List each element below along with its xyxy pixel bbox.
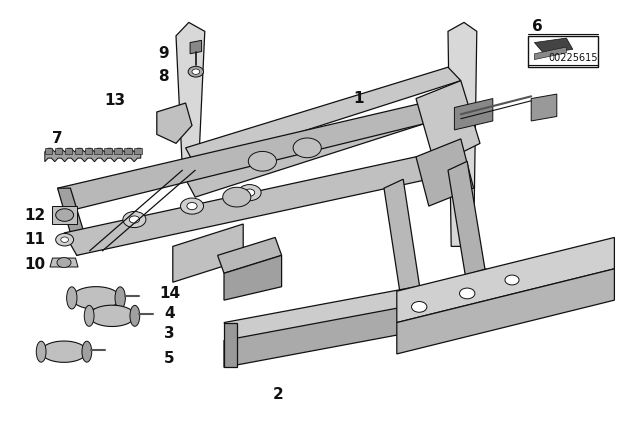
Polygon shape [115,148,122,154]
Polygon shape [224,287,512,367]
Polygon shape [448,161,486,287]
Circle shape [460,288,475,299]
Polygon shape [124,148,132,154]
Ellipse shape [67,287,77,309]
Polygon shape [95,148,102,154]
Polygon shape [534,47,566,60]
Circle shape [129,216,140,223]
Circle shape [61,237,68,242]
Polygon shape [186,67,461,166]
Polygon shape [416,139,474,206]
Polygon shape [55,148,63,154]
Polygon shape [224,269,525,340]
Polygon shape [224,255,282,300]
Text: 5: 5 [164,351,175,366]
Text: 8: 8 [158,69,168,84]
Text: 2: 2 [273,387,284,402]
Polygon shape [512,269,525,314]
Text: 9: 9 [158,46,168,61]
Polygon shape [176,22,205,170]
Polygon shape [454,99,493,130]
Polygon shape [224,323,237,367]
Circle shape [180,198,204,214]
Polygon shape [397,237,614,323]
Ellipse shape [115,287,125,309]
Polygon shape [384,269,493,318]
Polygon shape [186,99,461,197]
Ellipse shape [130,306,140,326]
Circle shape [412,302,427,312]
Circle shape [505,275,519,285]
Polygon shape [58,103,435,211]
Circle shape [123,211,146,228]
Ellipse shape [84,306,94,326]
Polygon shape [84,148,92,154]
Polygon shape [134,148,142,154]
Ellipse shape [36,341,46,362]
Circle shape [238,185,261,201]
Ellipse shape [82,341,92,362]
Circle shape [223,187,251,207]
Text: 1: 1 [353,91,364,106]
FancyBboxPatch shape [528,36,598,67]
Text: 3: 3 [164,326,175,341]
Polygon shape [218,237,282,273]
Polygon shape [157,103,192,143]
Circle shape [56,233,74,246]
Polygon shape [531,94,557,121]
Polygon shape [52,206,77,224]
Polygon shape [534,38,573,54]
Text: 13: 13 [104,93,126,108]
Text: 7: 7 [52,131,63,146]
Text: 00225615: 00225615 [548,53,598,63]
Polygon shape [384,179,422,314]
Circle shape [187,202,197,210]
Text: 10: 10 [24,257,46,272]
Text: 11: 11 [25,232,45,247]
Circle shape [188,66,204,77]
Circle shape [192,69,200,74]
Polygon shape [58,188,90,255]
Polygon shape [104,148,112,154]
Circle shape [244,189,255,196]
Circle shape [56,209,74,221]
Polygon shape [45,148,52,154]
Circle shape [57,258,71,267]
Polygon shape [89,305,135,327]
Polygon shape [72,287,120,309]
Polygon shape [448,22,477,246]
Text: 4: 4 [164,306,175,321]
Polygon shape [41,341,87,362]
Polygon shape [75,148,83,154]
Polygon shape [65,148,72,154]
Polygon shape [173,224,243,282]
Circle shape [248,151,276,171]
Polygon shape [45,148,141,162]
Text: 12: 12 [24,207,46,223]
Polygon shape [50,258,78,267]
Polygon shape [416,81,480,166]
Text: 6: 6 [532,19,543,34]
Text: 14: 14 [159,286,180,301]
Polygon shape [397,269,614,354]
Polygon shape [64,157,429,255]
Circle shape [293,138,321,158]
Polygon shape [190,40,202,54]
